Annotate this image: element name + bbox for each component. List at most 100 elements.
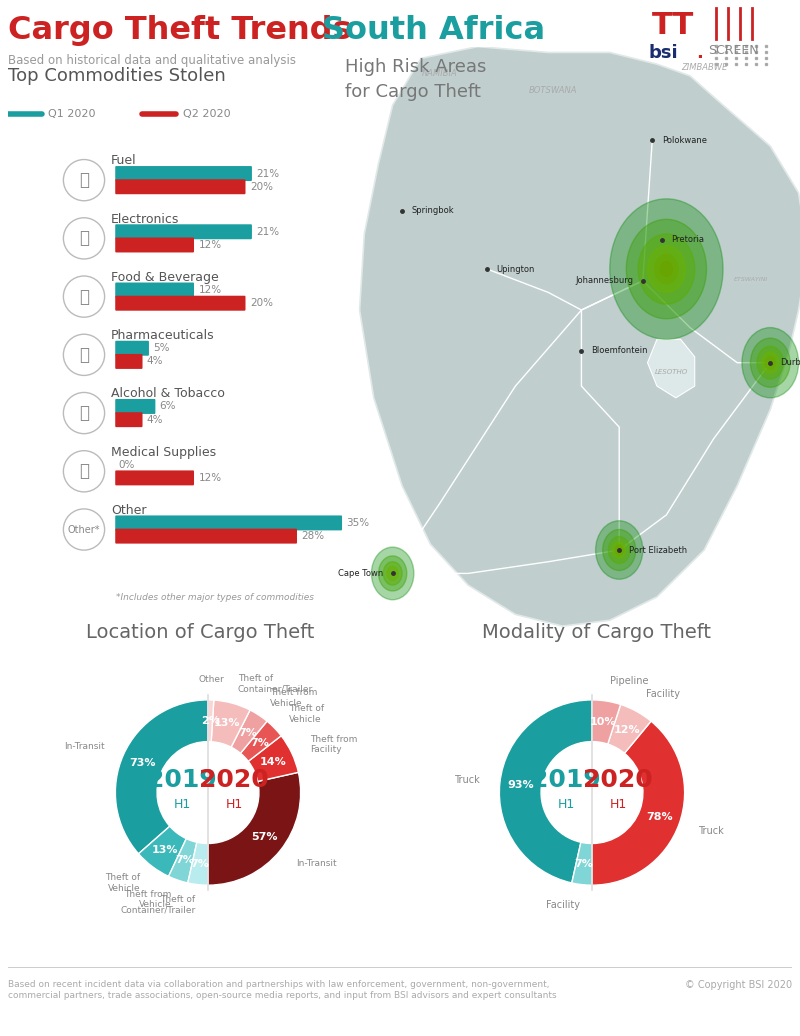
- FancyBboxPatch shape: [115, 412, 142, 427]
- Text: 2%: 2%: [201, 716, 220, 726]
- Text: 13%: 13%: [214, 718, 240, 728]
- Circle shape: [371, 547, 414, 600]
- Text: 🚬: 🚬: [79, 404, 89, 422]
- Circle shape: [750, 338, 790, 387]
- Text: 5%: 5%: [154, 343, 170, 353]
- Text: Food & Beverage: Food & Beverage: [111, 270, 218, 284]
- Text: Polokwane: Polokwane: [662, 136, 706, 145]
- Text: South Africa: South Africa: [322, 15, 545, 46]
- Circle shape: [608, 537, 630, 564]
- FancyBboxPatch shape: [115, 224, 252, 239]
- Text: Based on historical data and qualitative analysis: Based on historical data and qualitative…: [8, 54, 296, 66]
- Wedge shape: [241, 721, 281, 761]
- Circle shape: [757, 346, 783, 379]
- Text: 💊: 💊: [79, 346, 89, 364]
- Text: 57%: 57%: [250, 832, 278, 842]
- FancyBboxPatch shape: [115, 166, 252, 181]
- Text: Cargo Theft Trends: Cargo Theft Trends: [8, 15, 352, 46]
- Text: Q2 2020: Q2 2020: [182, 110, 230, 119]
- Text: © Copyright BSI 2020: © Copyright BSI 2020: [685, 980, 792, 990]
- Text: H1: H1: [610, 798, 626, 811]
- Text: ETSWAYINI: ETSWAYINI: [734, 277, 769, 282]
- Text: 7%: 7%: [238, 727, 257, 738]
- Text: Facility: Facility: [646, 689, 681, 698]
- Circle shape: [602, 529, 636, 571]
- Text: In-Transit: In-Transit: [64, 742, 105, 750]
- Text: 14%: 14%: [259, 757, 286, 767]
- Text: ⛽: ⛽: [79, 171, 89, 190]
- Text: Durban: Durban: [780, 358, 800, 367]
- Wedge shape: [592, 700, 621, 744]
- Text: SCREEN: SCREEN: [708, 44, 758, 57]
- Text: 93%: 93%: [507, 780, 534, 789]
- Text: 20%: 20%: [250, 181, 273, 192]
- Wedge shape: [231, 710, 267, 753]
- Text: Truck: Truck: [698, 826, 724, 836]
- Text: *Includes other major types of commodities: *Includes other major types of commoditi…: [116, 593, 314, 602]
- Text: 4%: 4%: [147, 414, 163, 425]
- Circle shape: [383, 562, 402, 585]
- FancyBboxPatch shape: [115, 295, 246, 311]
- Text: Port Elizabeth: Port Elizabeth: [629, 546, 686, 554]
- Text: 12%: 12%: [198, 472, 222, 483]
- Text: Theft of
Vehicle: Theft of Vehicle: [105, 873, 140, 893]
- Text: 7%: 7%: [574, 859, 594, 869]
- Text: 35%: 35%: [346, 518, 370, 528]
- Text: 20%: 20%: [250, 298, 273, 308]
- Text: Other: Other: [111, 503, 146, 517]
- Text: Facility: Facility: [546, 900, 579, 910]
- Text: Alcohol & Tobacco: Alcohol & Tobacco: [111, 387, 225, 400]
- Text: Upington: Upington: [497, 264, 535, 274]
- Text: 12%: 12%: [614, 724, 640, 735]
- Circle shape: [654, 255, 678, 284]
- Circle shape: [387, 567, 398, 580]
- Text: 🥤: 🥤: [79, 288, 89, 306]
- Wedge shape: [138, 827, 186, 876]
- Wedge shape: [211, 700, 250, 747]
- Text: 2019: 2019: [147, 768, 217, 792]
- Circle shape: [63, 451, 105, 492]
- Text: Johannesburg: Johannesburg: [575, 277, 634, 285]
- Circle shape: [626, 220, 706, 319]
- Text: Q1 2020: Q1 2020: [48, 110, 96, 119]
- FancyBboxPatch shape: [115, 237, 194, 253]
- Circle shape: [595, 521, 643, 579]
- Circle shape: [610, 199, 723, 340]
- Text: H1: H1: [174, 798, 190, 811]
- Circle shape: [613, 542, 626, 558]
- Text: Medical Supplies: Medical Supplies: [111, 445, 216, 459]
- Wedge shape: [208, 700, 214, 742]
- Wedge shape: [169, 838, 197, 883]
- Circle shape: [765, 356, 775, 369]
- Text: Location of Cargo Theft: Location of Cargo Theft: [86, 623, 314, 641]
- FancyBboxPatch shape: [115, 341, 149, 355]
- Text: Truck: Truck: [454, 775, 480, 785]
- Text: 10%: 10%: [590, 717, 617, 726]
- Text: BSI: BSI: [482, 334, 615, 403]
- FancyBboxPatch shape: [115, 354, 142, 369]
- Text: 7%: 7%: [250, 738, 269, 748]
- Text: 7%: 7%: [175, 856, 194, 865]
- Circle shape: [63, 509, 105, 550]
- Circle shape: [63, 335, 105, 375]
- Circle shape: [63, 218, 105, 259]
- Text: 💉: 💉: [79, 462, 89, 481]
- Circle shape: [762, 352, 778, 373]
- Text: Springbok: Springbok: [411, 206, 454, 215]
- FancyBboxPatch shape: [115, 528, 297, 544]
- Circle shape: [63, 160, 105, 201]
- Text: Cape Town: Cape Town: [338, 569, 383, 578]
- Text: Other: Other: [198, 675, 225, 684]
- Text: Based on recent incident data via collaboration and partnerships with law enforc: Based on recent incident data via collab…: [8, 980, 557, 1000]
- Text: ZIMBABWE: ZIMBABWE: [681, 63, 727, 73]
- Text: bsi: bsi: [648, 44, 678, 62]
- Text: Theft of
Vehicle: Theft of Vehicle: [289, 704, 324, 723]
- Text: H1: H1: [558, 798, 574, 811]
- Text: 12%: 12%: [198, 240, 222, 250]
- FancyBboxPatch shape: [115, 470, 194, 486]
- Wedge shape: [572, 842, 592, 885]
- Text: BOTSWANA: BOTSWANA: [529, 86, 578, 95]
- Wedge shape: [188, 842, 208, 885]
- Circle shape: [378, 556, 407, 591]
- Circle shape: [638, 234, 694, 305]
